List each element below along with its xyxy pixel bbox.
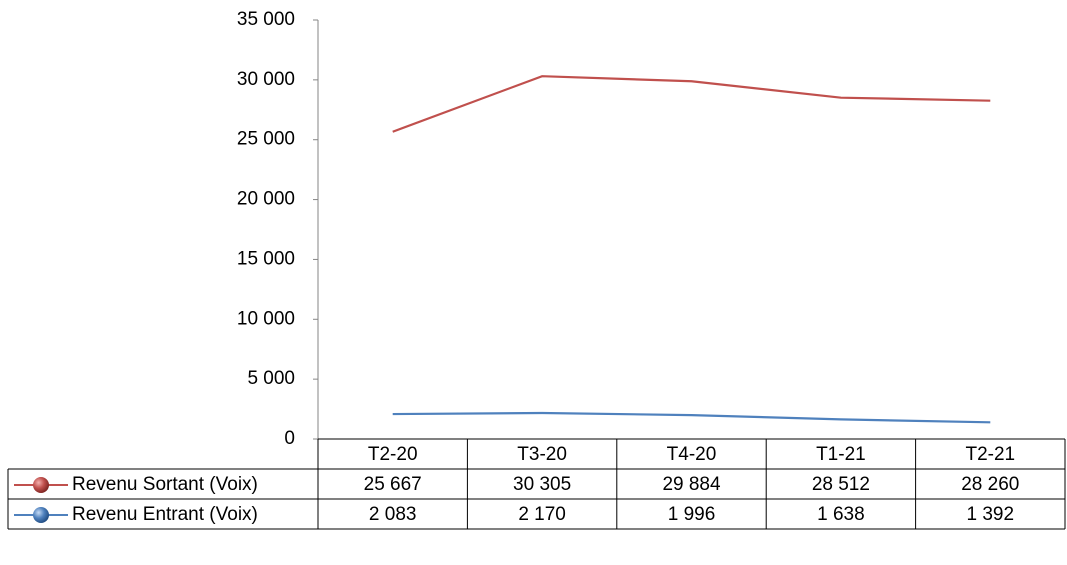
y-tick-label: 0 bbox=[284, 428, 295, 449]
y-tick-label: 25 000 bbox=[237, 129, 295, 150]
legend-label: Revenu Entrant (Voix) bbox=[72, 504, 258, 525]
x-tick-label: T4-20 bbox=[667, 444, 717, 465]
data-label: 1 638 bbox=[817, 504, 865, 525]
line bbox=[392, 75, 991, 133]
y-tick-label: 15 000 bbox=[237, 248, 295, 269]
legend-marker bbox=[33, 477, 49, 493]
data-label: 2 170 bbox=[518, 504, 566, 525]
line bbox=[392, 411, 991, 424]
x-tick-label: T2-20 bbox=[368, 444, 418, 465]
data-label: 1 392 bbox=[967, 504, 1015, 525]
y-tick-label: 5 000 bbox=[247, 368, 295, 389]
x-tick-label: T2-21 bbox=[965, 444, 1015, 465]
y-tick-label: 35 000 bbox=[237, 9, 295, 30]
data-label: 28 512 bbox=[812, 474, 870, 495]
data-label: 28 260 bbox=[961, 474, 1019, 495]
y-tick-label: 20 000 bbox=[237, 189, 295, 210]
x-tick-label: T1-21 bbox=[816, 444, 866, 465]
legend-marker bbox=[33, 507, 49, 523]
data-label: 2 083 bbox=[369, 504, 417, 525]
data-label: 1 996 bbox=[668, 504, 716, 525]
legend-label: Revenu Sortant (Voix) bbox=[72, 474, 258, 495]
y-tick-label: 30 000 bbox=[237, 69, 295, 90]
data-label: 25 667 bbox=[364, 474, 422, 495]
x-tick-label: T3-20 bbox=[517, 444, 567, 465]
y-tick-label: 10 000 bbox=[237, 308, 295, 329]
data-label: 30 305 bbox=[513, 474, 571, 495]
data-label: 29 884 bbox=[662, 474, 721, 495]
